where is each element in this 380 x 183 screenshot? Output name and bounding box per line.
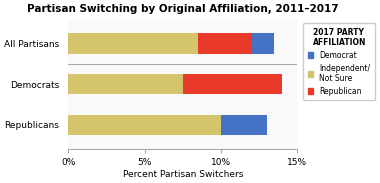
Bar: [183, 74, 282, 94]
Text: Partisan Switching by Original Affiliation, 2011–2017: Partisan Switching by Original Affiliati…: [27, 4, 339, 14]
Bar: [252, 33, 274, 54]
Legend: Democrat, Independent/
Not Sure, Republican: Democrat, Independent/ Not Sure, Republi…: [303, 23, 375, 100]
X-axis label: Percent Partisan Switchers: Percent Partisan Switchers: [123, 170, 243, 179]
Bar: [198, 33, 252, 54]
Bar: [68, 33, 198, 54]
Bar: [68, 74, 183, 94]
Bar: [221, 115, 267, 135]
Bar: [68, 115, 221, 135]
